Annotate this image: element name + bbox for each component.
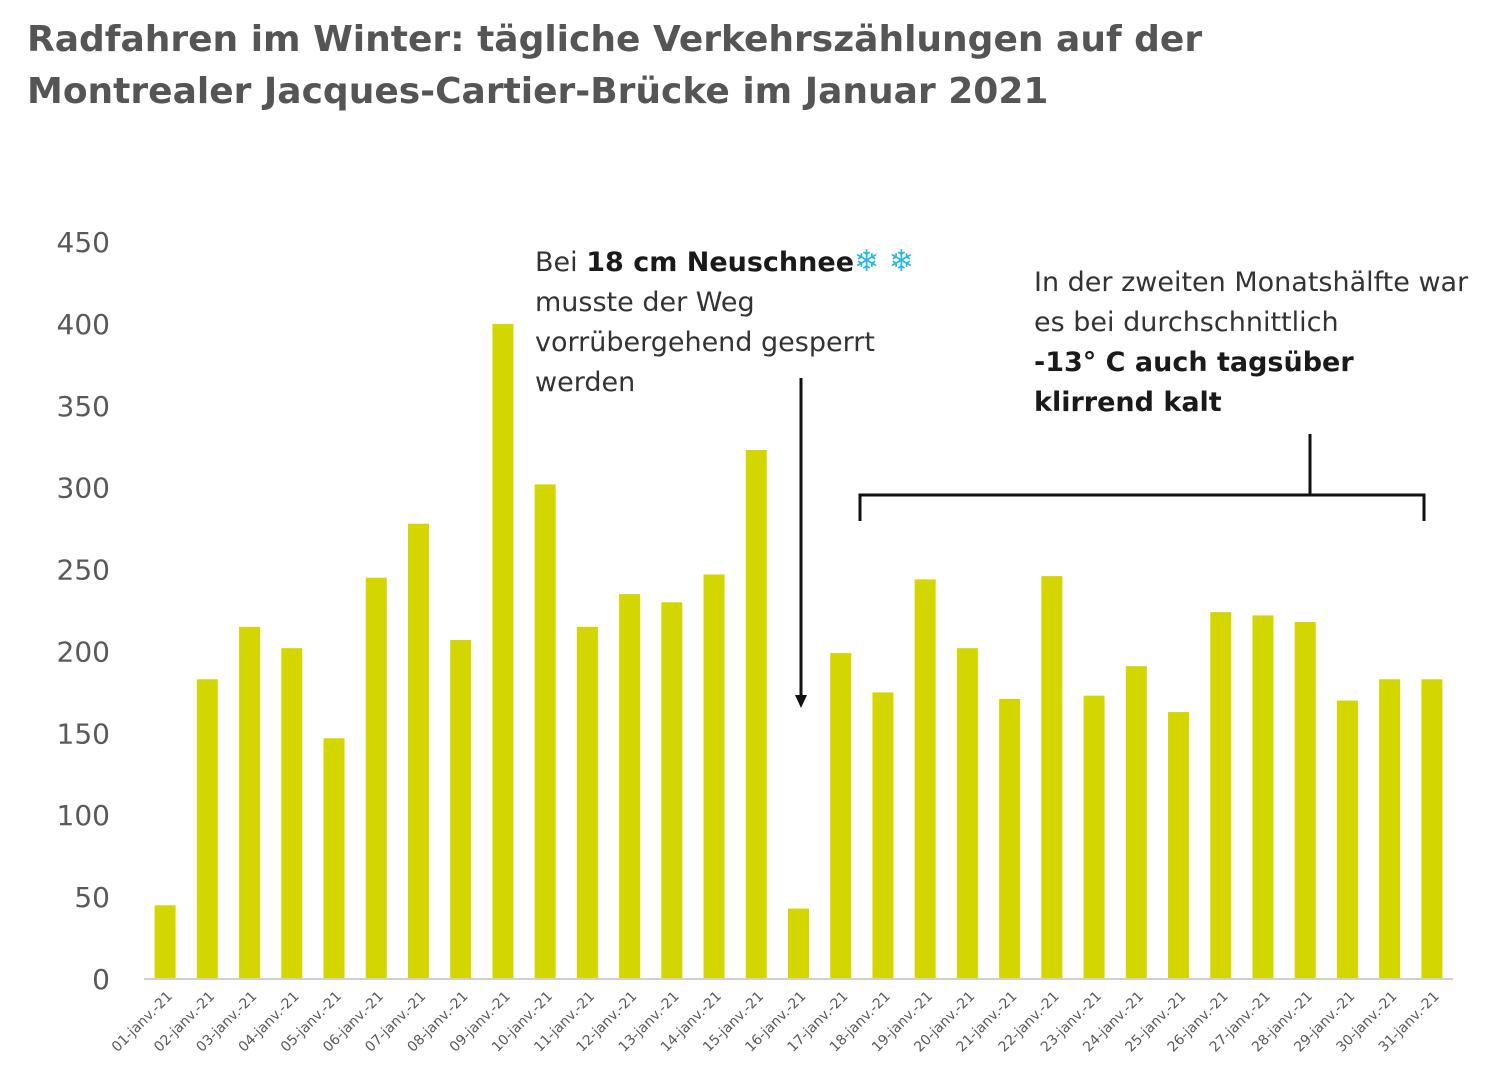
annotation-snow-text: musste der Weg vorrübergehend gesperrt w… [535, 287, 875, 398]
bar [1168, 712, 1190, 979]
y-tick-label: 0 [92, 963, 110, 996]
annotation-cold-bold: -13° C auch tagsüber klirrend kalt [1034, 347, 1354, 418]
annotation-snow: Bei 18 cm Neuschnee❄ ❄ musste der Weg vo… [535, 242, 975, 403]
bar [1421, 679, 1443, 979]
bar [999, 698, 1021, 979]
bar [365, 577, 387, 979]
bar [492, 323, 514, 979]
y-tick-label: 300 [57, 472, 110, 505]
bar [914, 579, 936, 979]
bar [1041, 576, 1063, 979]
annotation-cold: In der zweiten Monatshälfte war es bei d… [1034, 263, 1474, 423]
bar [534, 484, 556, 979]
chart-title: Radfahren im Winter: tägliche Verkehrszä… [27, 14, 1427, 118]
annotation-arrow [795, 378, 807, 708]
bar [745, 449, 767, 979]
annotation-snow-pre: Bei [535, 247, 587, 278]
bar [788, 908, 809, 979]
y-tick-label: 250 [57, 554, 110, 587]
bar [407, 523, 429, 979]
bar [1379, 679, 1401, 979]
y-tick-label: 50 [74, 881, 110, 914]
bar [1210, 612, 1232, 979]
y-tick-label: 150 [57, 717, 110, 750]
bar [1083, 695, 1105, 979]
bar [1252, 615, 1274, 979]
bar [1125, 666, 1147, 979]
bar [872, 692, 894, 979]
annotation-snow-bold: 18 cm Neuschnee [586, 247, 855, 278]
y-tick-label: 350 [57, 390, 110, 423]
y-axis: 0 50 100 150 200 250 300 350 400 450 [57, 226, 110, 996]
x-axis: 01-janv.-2102-janv.-2103-janv.-2104-janv… [109, 989, 1443, 1056]
title-line-1: Radfahren im Winter: tägliche Verkehrszä… [27, 19, 1203, 60]
bar [1336, 700, 1358, 979]
bar [619, 594, 641, 979]
bar [956, 648, 978, 979]
bar [1294, 621, 1316, 979]
title-line-2: Montrealer Jacques-Cartier-Brücke im Jan… [27, 71, 1049, 112]
bar [830, 653, 852, 979]
bar [281, 648, 303, 979]
y-tick-label: 200 [57, 635, 110, 668]
annotation-bracket [858, 434, 1426, 521]
y-tick-label: 400 [57, 308, 110, 341]
bar [661, 602, 683, 979]
bar [196, 679, 218, 979]
y-tick-label: 450 [57, 226, 110, 259]
bar [450, 639, 472, 979]
annotation-cold-text: In der zweiten Monatshälfte war es bei d… [1034, 267, 1469, 338]
snowflake-icon: ❄ ❄ [854, 244, 914, 279]
y-tick-label: 100 [57, 799, 110, 832]
bar [703, 574, 725, 979]
bar [239, 626, 261, 979]
bar [323, 738, 345, 979]
bars [154, 323, 1443, 979]
bar [154, 905, 176, 979]
bar [576, 626, 598, 979]
